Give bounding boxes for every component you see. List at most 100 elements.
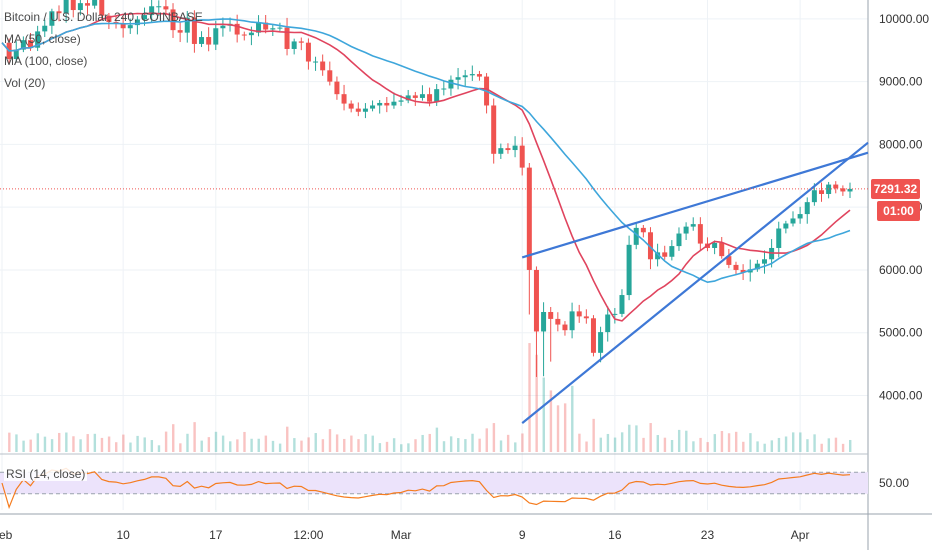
volume-bar: [122, 434, 125, 452]
volume-bar: [385, 441, 389, 452]
candle-body: [740, 269, 746, 273]
candle-body: [512, 145, 518, 151]
price-tick-label: 6000.00: [879, 263, 923, 277]
volume-bar: [428, 433, 431, 452]
volume-bar: [763, 443, 766, 452]
candle-body: [241, 34, 247, 36]
volume-bar: [442, 441, 446, 452]
legend-ma50[interactable]: MA (50, close): [4, 32, 81, 46]
volume-bar: [207, 437, 211, 452]
ma100-line: [1, 18, 851, 284]
volume-bar: [400, 444, 403, 452]
volume-bar: [364, 434, 367, 452]
volume-bar: [214, 431, 218, 452]
legend-symbol[interactable]: Bitcoin / U.S. Dollar, 240, COINBASE: [4, 10, 203, 24]
candle-body: [448, 79, 454, 89]
legend-ma100[interactable]: MA (100, close): [4, 54, 88, 68]
volume-bar: [157, 445, 161, 452]
volume-bar: [791, 432, 795, 452]
candle-body: [156, 6, 162, 8]
volume-bar: [150, 440, 154, 452]
candle-body: [669, 246, 675, 257]
volume-bar: [457, 438, 460, 452]
time-tick-label: 10: [116, 528, 130, 542]
volume-bar: [849, 439, 852, 452]
volume-bar: [278, 443, 282, 452]
candle-body: [505, 148, 511, 151]
volume-bar: [179, 443, 182, 452]
volume-bar: [677, 429, 681, 452]
lower-trendline[interactable]: [521, 141, 869, 424]
volume-bar: [321, 439, 325, 452]
volume-bar: [635, 425, 638, 452]
candle-body: [754, 263, 760, 270]
volume-bar: [29, 439, 32, 452]
volume-bar: [357, 439, 360, 452]
candle-body: [362, 108, 368, 112]
volume-bar: [250, 438, 253, 452]
candle-body: [626, 244, 632, 296]
volume-bar: [107, 436, 111, 452]
candle-body: [761, 259, 767, 264]
volume-bar: [43, 436, 47, 452]
candle-body: [690, 224, 696, 227]
candle-body: [177, 30, 183, 33]
candle-body: [70, 0, 76, 11]
volume-bar: [756, 441, 759, 452]
candle-body: [569, 311, 575, 331]
candle-body: [562, 324, 568, 331]
volume-bar: [435, 427, 439, 452]
volume-bar: [492, 423, 496, 452]
volume-bar: [414, 439, 417, 452]
volume-bar: [521, 433, 524, 452]
volume-bar: [236, 439, 239, 452]
volume-bar: [535, 354, 538, 452]
candle-body: [28, 40, 34, 48]
volume-bar: [720, 430, 724, 452]
volume-bar: [464, 439, 467, 452]
candle-body: [313, 61, 319, 63]
volume-bar: [392, 438, 396, 452]
candle-body: [291, 41, 297, 49]
time-tick-label: 17: [209, 528, 223, 542]
candle-body: [334, 81, 340, 95]
volume-bar: [606, 433, 610, 452]
volume-bar: [65, 432, 68, 452]
candle-body: [56, 11, 62, 14]
rsi-band: [0, 472, 868, 494]
candle-body: [776, 228, 782, 248]
volume-bar: [186, 433, 189, 452]
candle-body: [206, 37, 212, 45]
volume-bar: [36, 433, 40, 452]
candle-body: [640, 227, 646, 233]
candle-body: [583, 316, 589, 319]
candle-body: [405, 95, 411, 101]
candle-body: [142, 15, 148, 20]
candle-body: [441, 88, 447, 90]
candle-body: [598, 332, 604, 353]
candle-body: [412, 95, 418, 98]
candle-body: [526, 167, 532, 270]
volume-bar: [556, 405, 560, 452]
candle-body: [455, 77, 461, 80]
volume-bar: [506, 434, 510, 452]
upper-trendline[interactable]: [521, 151, 869, 259]
rsi-legend[interactable]: RSI (14, close): [4, 467, 88, 481]
candle-body: [277, 27, 283, 29]
legend-volume[interactable]: Vol (20): [4, 76, 46, 90]
volume-bar: [328, 429, 332, 452]
candle-body: [320, 61, 326, 71]
candle-body: [605, 314, 611, 333]
volume-bar: [841, 443, 845, 452]
candle-body: [92, 0, 98, 6]
candle-body: [548, 312, 554, 319]
volume-bar: [742, 441, 745, 452]
volume-bar: [79, 439, 82, 452]
volume-bar: [806, 439, 809, 452]
volume-bar: [599, 437, 602, 452]
time-tick-label: 16: [608, 528, 622, 542]
volume-bar: [663, 437, 667, 452]
candle-body: [491, 105, 497, 154]
